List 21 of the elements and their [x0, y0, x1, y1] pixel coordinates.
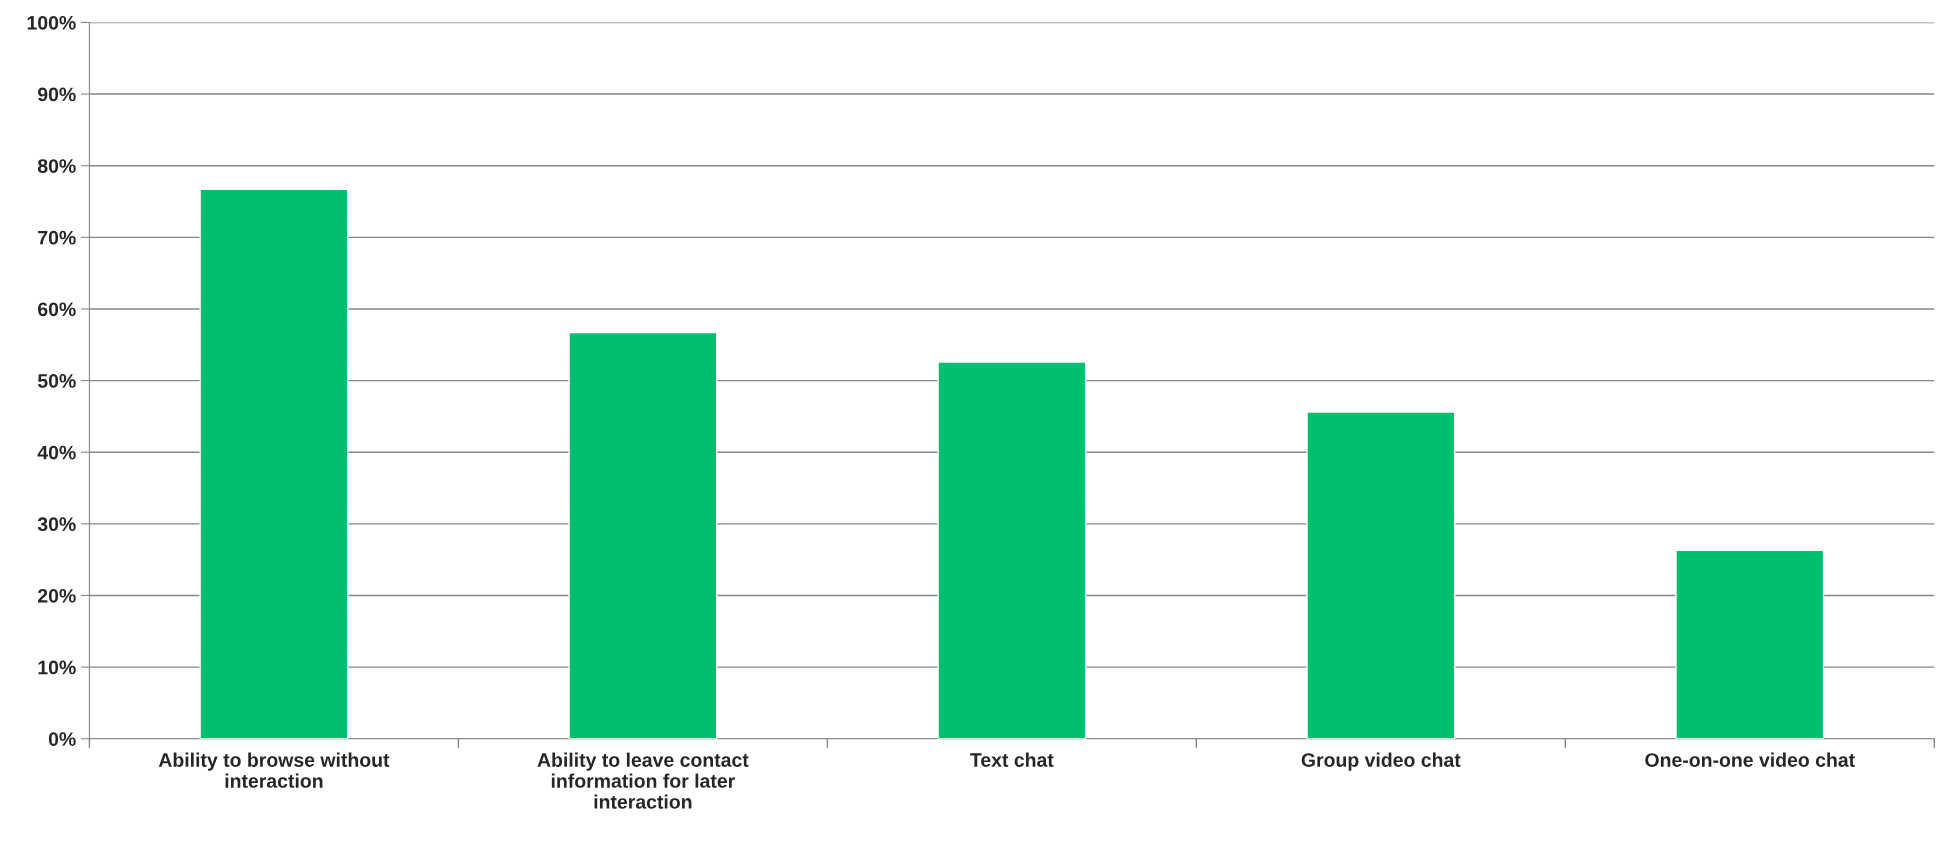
x-tick-label: Ability to browse without interaction [158, 752, 390, 788]
y-tick-label: 70% [38, 230, 76, 245]
bar [937, 361, 1087, 739]
y-tick-label: 0% [48, 732, 76, 746]
y-tick-label: 40% [37, 445, 76, 460]
bar [1675, 549, 1825, 739]
x-tick-label: Group video chat [1301, 752, 1461, 771]
x-tick-label: Ability to leave contact information for later interaction [537, 752, 749, 809]
bar [568, 331, 718, 739]
y-tick-label: 20% [37, 588, 76, 603]
x-tick-label: Text chat [970, 752, 1054, 767]
y-tick-label: 80% [37, 159, 76, 173]
bar [1306, 411, 1456, 739]
y-tick-label: 10% [38, 660, 76, 675]
y-tick-label: 60% [38, 302, 76, 317]
bar [199, 188, 349, 739]
x-tick-label: One-on-one video chat [1645, 752, 1855, 767]
y-tick-label: 100% [27, 15, 76, 30]
y-tick-label: 90% [37, 87, 76, 102]
y-tick-label: 50% [37, 374, 76, 388]
y-tick-label: 30% [37, 517, 76, 532]
